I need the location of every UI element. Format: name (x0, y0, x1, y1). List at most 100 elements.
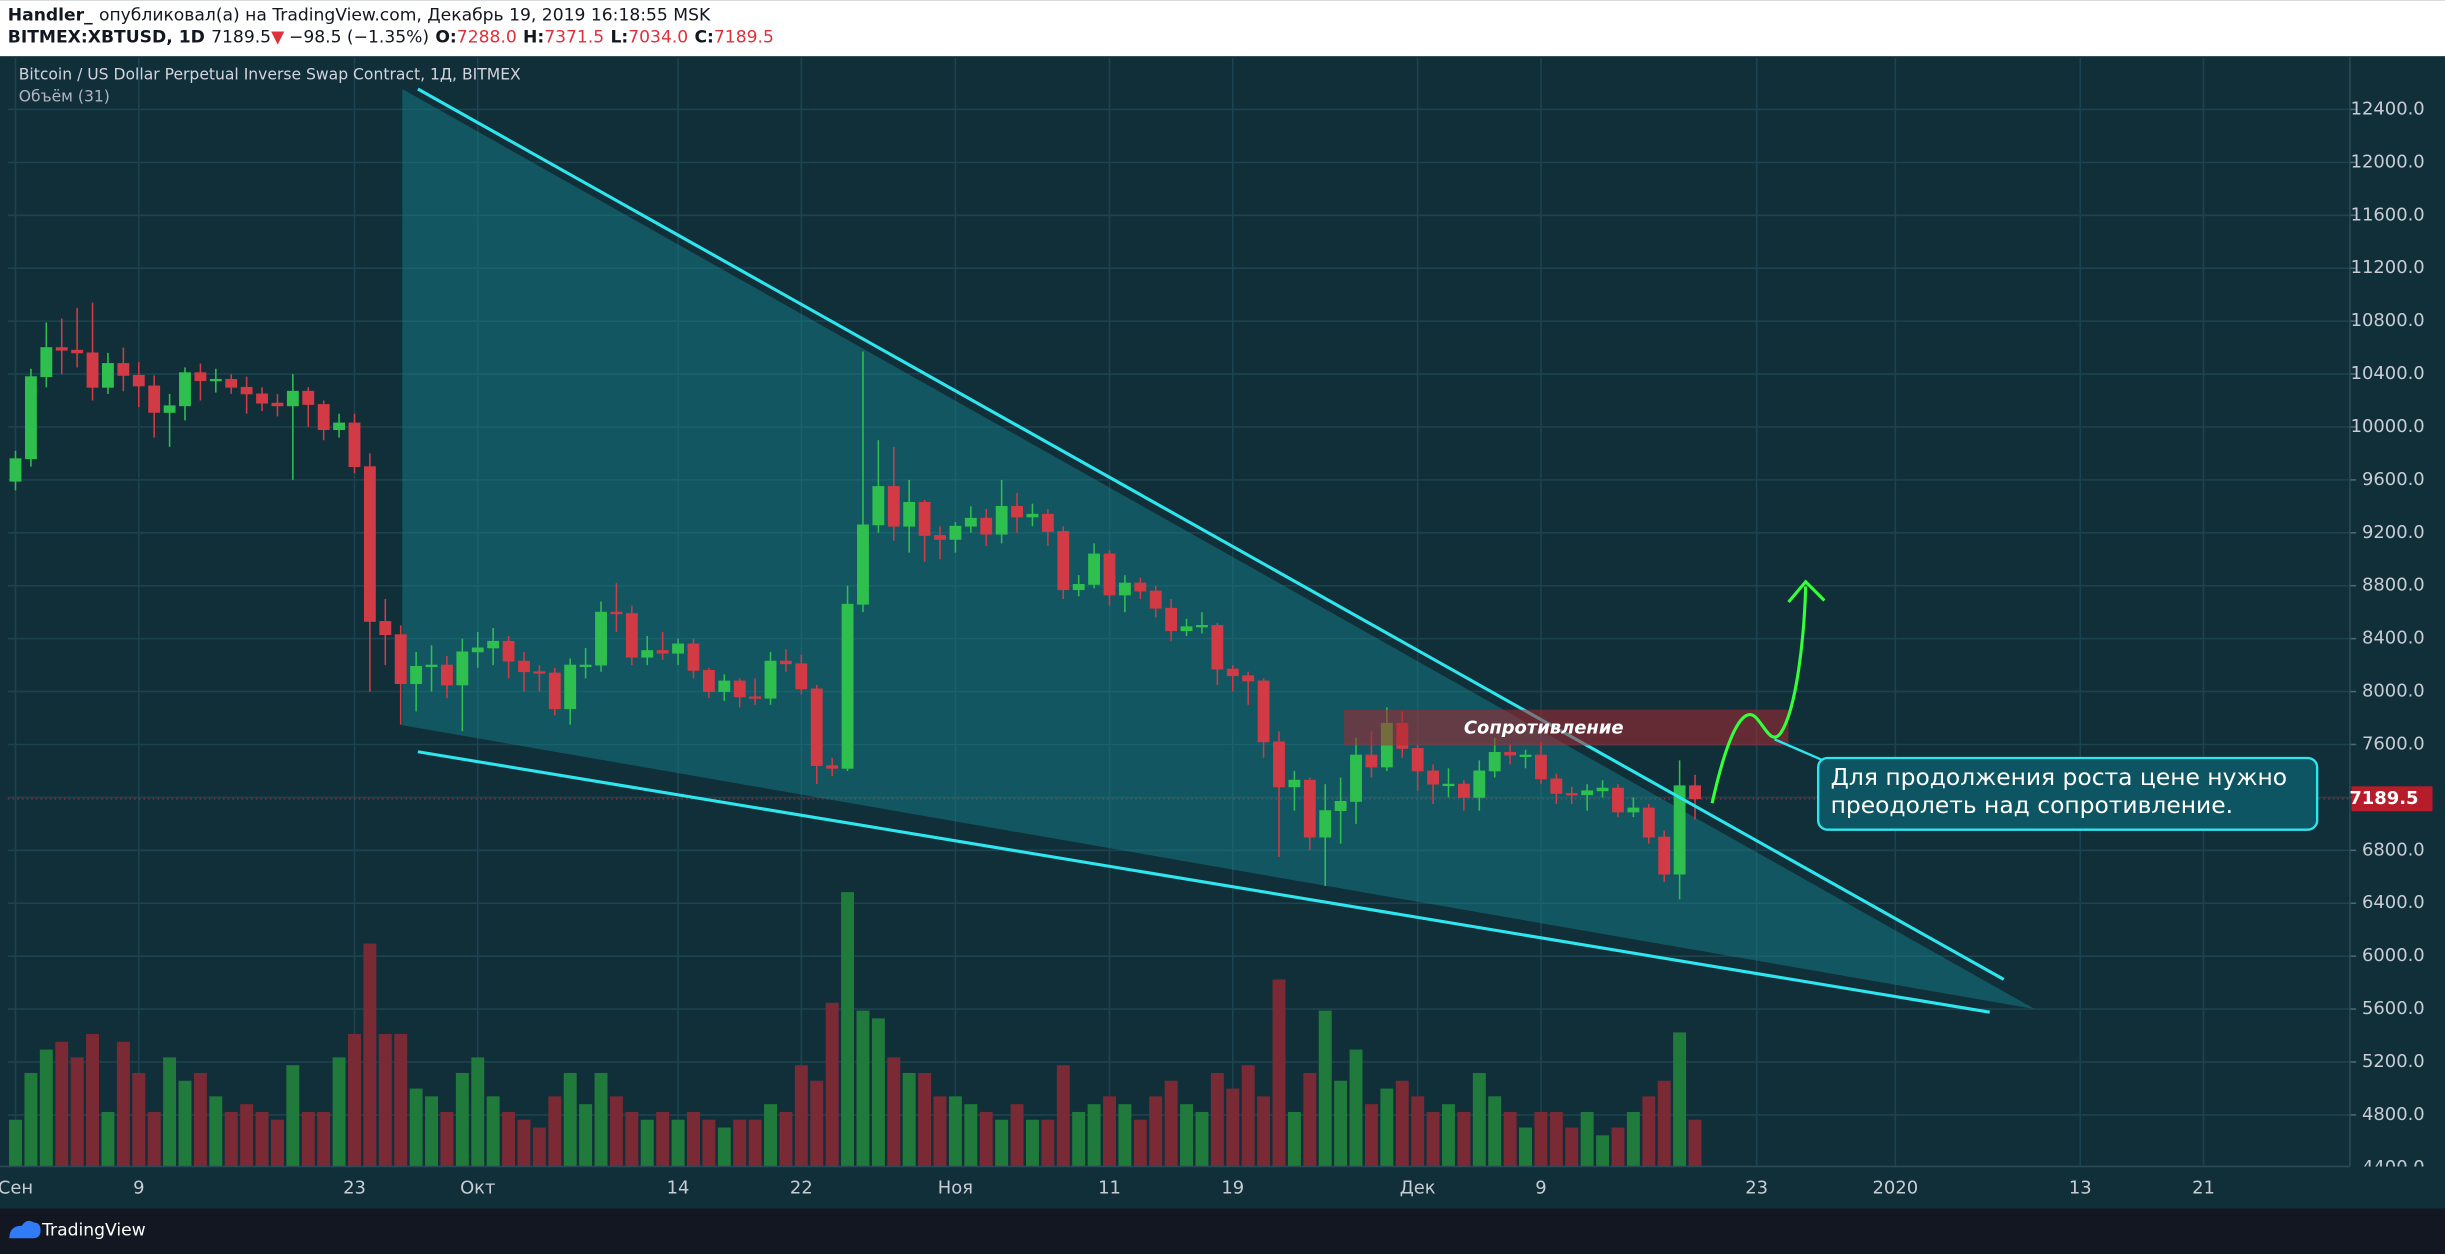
change: −98.5 (−1.35%) (289, 28, 429, 48)
y-tick-label: 12400.0 (2351, 98, 2425, 119)
volume-bar (856, 1010, 870, 1167)
y-tick-label: 9200.0 (2362, 522, 2425, 543)
volume-bar (933, 1096, 947, 1167)
candle-body (964, 517, 977, 527)
y-tick-label: 5200.0 (2362, 1051, 2425, 1072)
candle-body (1165, 607, 1178, 632)
volume-bar (794, 1065, 808, 1167)
y-tick-label: 6000.0 (2362, 945, 2425, 966)
volume-bar (1626, 1111, 1640, 1167)
ohlc-value: 7371.5 (544, 28, 604, 48)
volume-bar (1180, 1104, 1194, 1167)
volume-bar (1472, 1072, 1486, 1167)
candle-body (625, 613, 638, 658)
candle-body (1088, 553, 1101, 585)
candle-body (410, 666, 423, 685)
price-tag-bg (2351, 786, 2433, 812)
candle-body (487, 640, 500, 649)
candle-body (1257, 680, 1270, 743)
x-tick-label: 21 (2192, 1177, 2215, 1198)
volume-bar (486, 1096, 500, 1167)
x-tick-label: 13 (2069, 1177, 2092, 1198)
volume-bar (1195, 1111, 1209, 1167)
candle-body (934, 535, 946, 540)
volume-bar (1164, 1080, 1178, 1167)
volume-bar (1149, 1096, 1163, 1167)
x-tick-label: 22 (790, 1177, 813, 1198)
volume-bar (301, 1111, 315, 1167)
volume-bar (101, 1111, 115, 1167)
candle-body (795, 663, 808, 690)
volume-bar (1118, 1104, 1132, 1167)
volume-bar (1210, 1072, 1224, 1167)
x-tick-label: 19 (1221, 1177, 1244, 1198)
volume-bar (332, 1057, 346, 1167)
volume-bar (1241, 1065, 1255, 1167)
volume-bar (656, 1111, 670, 1167)
candle-body (1319, 810, 1332, 838)
candle-body (24, 376, 37, 460)
candle-body (702, 670, 715, 692)
volume-bar (609, 1096, 623, 1167)
volume-bar (163, 1057, 177, 1167)
time-axis-bg (0, 1166, 2445, 1209)
volume-bar (1395, 1080, 1409, 1167)
candle-body (194, 372, 207, 382)
volume-bar (1426, 1111, 1440, 1167)
volume-bar (39, 1049, 53, 1167)
candle-body (518, 660, 530, 673)
last-price: 7189.5 (211, 28, 271, 48)
candle-body (271, 402, 284, 407)
ohlc-label: O: (435, 28, 456, 48)
x-tick-label: 23 (343, 1177, 366, 1198)
candle-body (1149, 590, 1162, 609)
candle-body (533, 671, 546, 674)
volume-bar (1411, 1096, 1425, 1167)
candle-body (1565, 793, 1578, 796)
candle-body (1612, 787, 1624, 813)
candle-body (363, 466, 376, 622)
volume-bar (532, 1127, 546, 1167)
candle-body (379, 621, 392, 636)
volume-bar (1303, 1072, 1317, 1167)
candle-body (564, 664, 577, 710)
projection-arrowhead (1787, 579, 1826, 604)
volume-bar (193, 1072, 207, 1167)
published: опубликовал(а) на TradingView.com, Декаб… (99, 6, 711, 26)
candle-body (718, 680, 731, 692)
candle-body (317, 404, 330, 431)
volume-bar (502, 1111, 516, 1167)
volume-bar (1457, 1111, 1471, 1167)
candle-body (1596, 787, 1609, 792)
volume-bar (1318, 1010, 1332, 1167)
candle-body (9, 458, 22, 482)
candle-body (1011, 505, 1023, 518)
ohlc-value: 7034.0 (628, 28, 688, 48)
volume-bar (178, 1080, 192, 1167)
volume-bar (1488, 1096, 1502, 1167)
volume-bar (748, 1119, 762, 1167)
volume-bar (1087, 1104, 1101, 1167)
volume-bar (9, 1119, 22, 1167)
header-line: Handler_ опубликовал(а) на TradingView.co… (8, 6, 711, 26)
candle-body (872, 486, 885, 526)
candle-body (1180, 626, 1193, 632)
volume-bar (1596, 1135, 1610, 1167)
volume-bar (1442, 1104, 1455, 1167)
candle-body (71, 349, 84, 354)
candle-body (1072, 584, 1085, 591)
candle-body (656, 650, 669, 654)
volume-bar (1580, 1111, 1594, 1167)
volume-bar (255, 1111, 269, 1167)
volume-bar (455, 1072, 469, 1167)
candle-body (1365, 754, 1378, 768)
volume-bar (995, 1119, 1009, 1167)
upper-trendline (417, 87, 2005, 981)
volume-bar (1287, 1111, 1301, 1167)
volume-bar (1657, 1080, 1671, 1167)
candle-body (425, 664, 438, 668)
y-tick-label: 8000.0 (2362, 681, 2425, 702)
candle-body (179, 372, 191, 407)
volume-bar (948, 1096, 962, 1167)
y-tick-label: 12000.0 (2351, 151, 2425, 172)
